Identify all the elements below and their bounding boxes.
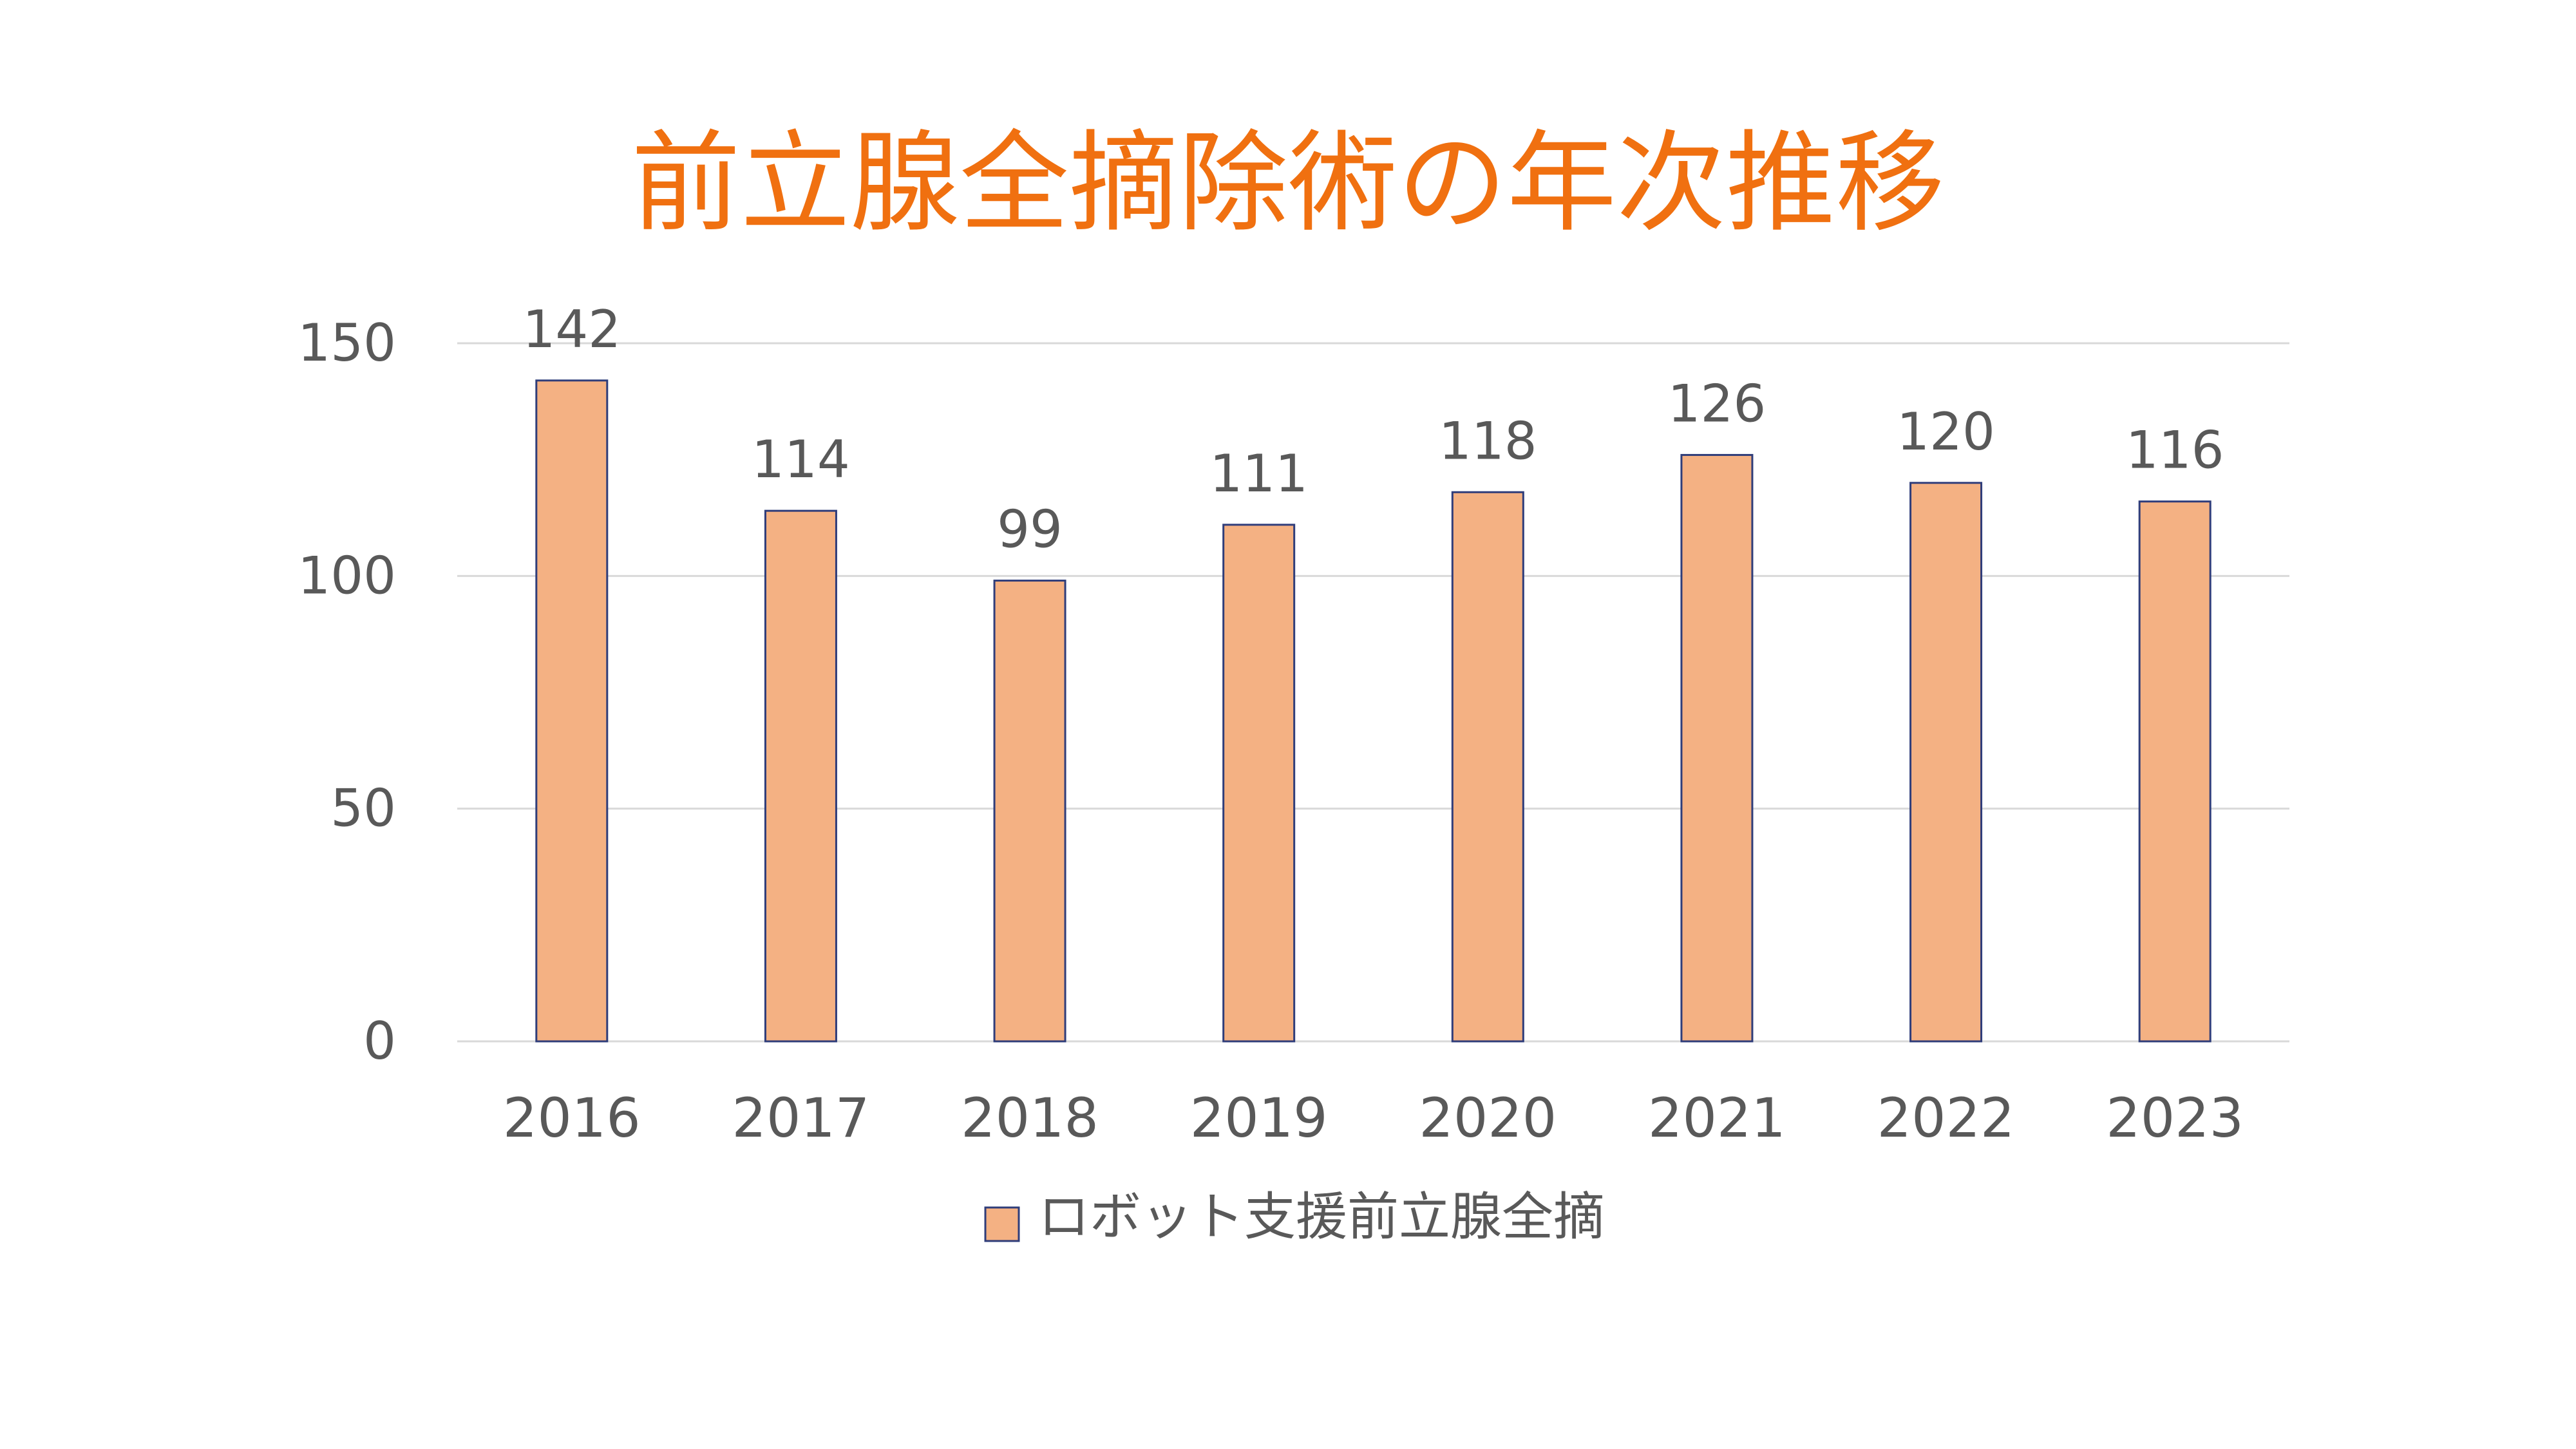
- bar: [1222, 524, 1296, 1043]
- bars: [535, 379, 2211, 1043]
- legend-swatch: [984, 1206, 1020, 1242]
- bar: [764, 509, 837, 1043]
- x-tick-label: 2018: [961, 1086, 1099, 1150]
- data-label: 99: [997, 500, 1063, 560]
- gridlines: [457, 342, 2289, 1043]
- x-tick-label: 2023: [2106, 1086, 2244, 1150]
- legend-label: ロボット支援前立腺全摘: [1038, 1187, 1605, 1247]
- data-labels: 142 114 99 111 118 126 120 116: [522, 299, 2224, 560]
- x-tick-label: 2022: [1877, 1086, 2015, 1150]
- y-tick-label: 50: [330, 779, 396, 838]
- x-tick-label: 2019: [1190, 1086, 1328, 1150]
- x-tick-label: 2021: [1648, 1086, 1786, 1150]
- x-tick-label: 2016: [503, 1086, 641, 1150]
- bar: [2138, 500, 2211, 1043]
- data-label: 116: [2126, 421, 2224, 480]
- data-label: 114: [752, 430, 850, 489]
- bar: [1680, 453, 1754, 1043]
- x-tick-label: 2020: [1419, 1086, 1557, 1150]
- chart-title: 前立腺全摘除術の年次推移: [630, 120, 1945, 247]
- bar: [993, 580, 1066, 1043]
- bar: [1451, 491, 1524, 1043]
- legend: ロボット支援前立腺全摘: [984, 1187, 1605, 1247]
- data-label: 111: [1209, 444, 1308, 504]
- data-label: 120: [1897, 402, 1995, 462]
- data-label: 118: [1439, 411, 1537, 471]
- y-tick-label: 100: [298, 545, 396, 605]
- x-axis-ticks: 2016 2017 2018 2019 2020 2021 2022 2023: [503, 1086, 2244, 1150]
- bar: [1909, 482, 1983, 1043]
- y-tick-label: 150: [298, 313, 396, 373]
- data-label: 142: [522, 299, 621, 359]
- x-tick-label: 2017: [732, 1086, 870, 1150]
- bar: [535, 379, 609, 1043]
- y-tick-label: 0: [363, 1011, 396, 1071]
- data-label: 126: [1668, 374, 1766, 433]
- y-axis-ticks: 0 50 100 150: [298, 313, 396, 1071]
